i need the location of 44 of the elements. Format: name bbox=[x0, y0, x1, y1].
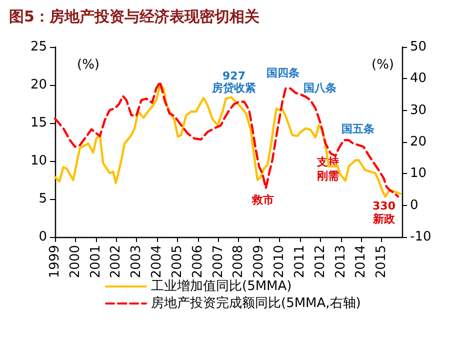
x-tick-label: 2003 bbox=[129, 245, 144, 278]
x-tick-label: 2011 bbox=[292, 245, 308, 278]
annotation: 新政 bbox=[372, 212, 396, 226]
x-tick-label: 2010 bbox=[272, 245, 288, 278]
x-tick-label: 2005 bbox=[170, 245, 185, 278]
x-tick-label: 2001 bbox=[88, 245, 104, 278]
x-tick-label: 2002 bbox=[108, 245, 124, 278]
y2-tick-label: 40 bbox=[410, 71, 427, 86]
y-tick-label: 5 bbox=[38, 192, 47, 206]
y-tick-label: 15 bbox=[30, 116, 47, 130]
y-axis-title: (%) bbox=[77, 58, 100, 72]
x-tick-label: 2015 bbox=[374, 245, 390, 278]
x-tick-label: 1999 bbox=[48, 245, 62, 278]
x-tick-label: 2014 bbox=[354, 245, 369, 278]
x-tick-label: 2006 bbox=[190, 245, 206, 278]
annotation: 房贷收紧 bbox=[211, 82, 256, 94]
y-tick-label: 0 bbox=[38, 230, 47, 244]
annotation: 国四条 bbox=[266, 66, 300, 80]
y2-axis-title: (%) bbox=[372, 58, 394, 72]
y2-tick-label: 50 bbox=[410, 40, 427, 54]
x-tick-label: 2007 bbox=[210, 245, 226, 278]
y2-tick-label: 0 bbox=[410, 198, 418, 213]
annotation: 救市 bbox=[251, 194, 274, 206]
legend-label: 房地产投资完成额同比(5MMA,右轴) bbox=[151, 295, 361, 311]
y-tick-label: 10 bbox=[30, 154, 47, 168]
y2-tick-label: 20 bbox=[410, 134, 427, 150]
x-tick-label: 2012 bbox=[312, 245, 328, 278]
annotation: 927 bbox=[222, 70, 246, 82]
y2-tick-label: -10 bbox=[410, 230, 432, 244]
y-tick-label: 20 bbox=[30, 78, 47, 92]
annotation: 国八条 bbox=[304, 82, 336, 94]
annotation: 国五条 bbox=[342, 122, 374, 136]
chart-title: 图5：房地产投资与经济表现密切相关 bbox=[9, 8, 260, 26]
y2-tick-label: 10 bbox=[410, 166, 427, 182]
x-tick-label: 2000 bbox=[68, 245, 83, 278]
x-tick-label: 2004 bbox=[150, 245, 165, 278]
annotation: 330 bbox=[372, 200, 396, 212]
annotation: 刚需 bbox=[317, 170, 339, 182]
x-tick-label: 2008 bbox=[231, 245, 246, 278]
y2-tick-label: 30 bbox=[410, 102, 427, 118]
legend-label: 工业增加值同比(5MMA) bbox=[151, 279, 292, 294]
x-tick-label: 2009 bbox=[252, 245, 267, 278]
y-tick-label: 25 bbox=[30, 40, 47, 54]
x-tick-label: 2013 bbox=[333, 245, 348, 278]
